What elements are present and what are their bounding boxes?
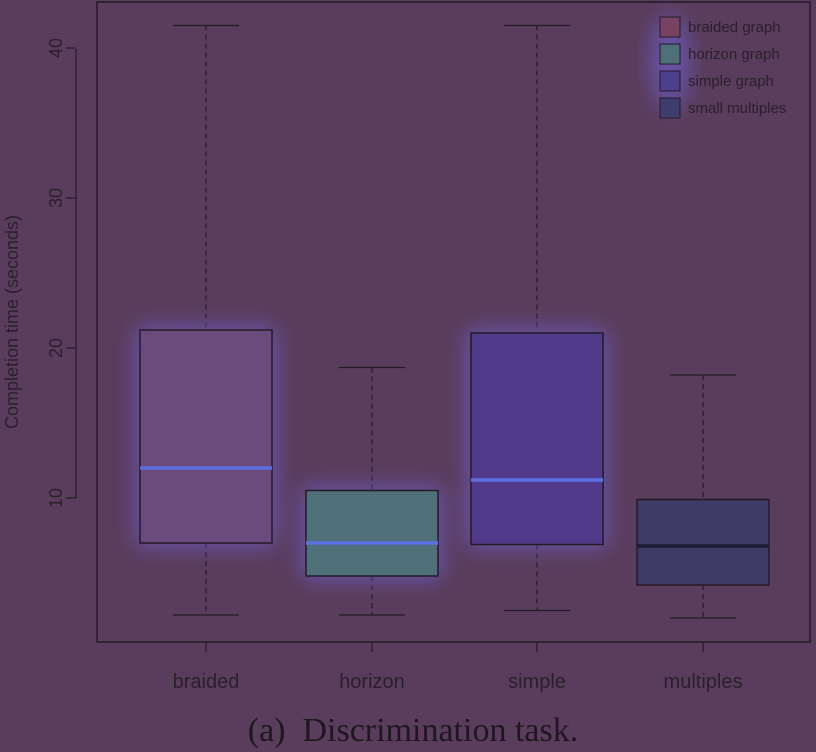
y-axis-label: Completion time (seconds): [2, 215, 22, 429]
legend-swatch: [659, 43, 681, 65]
legend-swatch: [659, 70, 681, 92]
plot-area-frame: [96, 1, 811, 643]
legend-entry: horizon graph: [688, 46, 780, 63]
box-multiples: [636, 374, 770, 619]
box-simple: [465, 24, 609, 612]
iqr-box: [470, 332, 604, 546]
y-tick-label: 40: [46, 38, 66, 58]
legend-swatch: [659, 97, 681, 119]
figure-caption: (a) Discrimination task.: [248, 712, 578, 749]
iqr-box: [305, 489, 439, 577]
x-category-label: horizon: [339, 671, 405, 693]
x-category-label: simple: [508, 671, 566, 693]
y-tick-label: 10: [46, 488, 66, 508]
box-braided: [134, 24, 278, 616]
y-tick-label: 20: [46, 338, 66, 358]
box-horizon: [300, 366, 444, 616]
legend-swatch: [659, 16, 681, 38]
legend-entry: small multiples: [688, 100, 786, 117]
x-category-label: multiples: [664, 671, 743, 693]
legend: braided graph horizon graph simple graph sm…: [650, 14, 786, 119]
iqr-box: [139, 329, 273, 544]
y-tick-label: 30: [46, 188, 66, 208]
legend-entry: braided graph: [688, 19, 781, 36]
iqr-box: [636, 498, 770, 586]
legend-entry: simple graph: [688, 73, 774, 90]
x-category-label: braided: [173, 671, 240, 693]
